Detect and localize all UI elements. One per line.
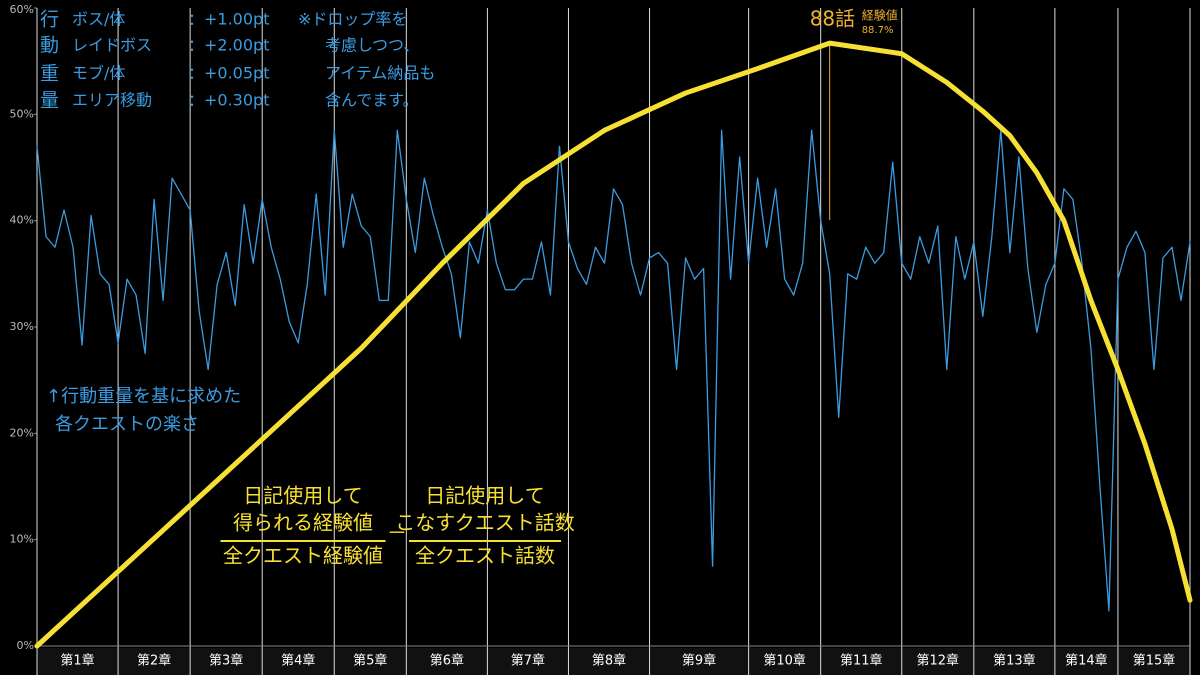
y-tick-label: 30%	[10, 320, 34, 333]
x-tick-label: 第4章	[281, 653, 315, 669]
y-tick-label: 0%	[17, 639, 34, 652]
x-tick-label: 第10章	[763, 653, 806, 669]
x-tick-label: 第15章	[1133, 653, 1176, 669]
note-text: アイテム納品も	[325, 64, 435, 83]
peak-label: 88話	[810, 7, 855, 31]
formula-text: 得られる経験値	[233, 511, 373, 535]
series-line	[34, 40, 1193, 649]
blue-note: 各クエストの楽さ	[55, 414, 199, 435]
x-tick-label: 第12章	[917, 653, 960, 669]
chapter-band	[37, 648, 1190, 675]
weight-text: 重	[40, 63, 59, 85]
weight-text: ボス/体	[72, 10, 125, 29]
series-line	[36, 129, 1191, 612]
weight-text: ：+1.00pt	[188, 10, 269, 29]
weight-text: ：+0.05pt	[188, 64, 269, 83]
weight-text: エリア移動	[72, 91, 152, 110]
y-tick-label: 40%	[10, 214, 34, 227]
weight-text: 動	[40, 35, 59, 57]
x-tick-label: 第9章	[682, 653, 716, 669]
x-tick-label: 第7章	[511, 653, 545, 669]
weight-text: 行	[40, 9, 59, 31]
x-tick-label: 第11章	[840, 653, 883, 669]
note-text: 含んでます。	[325, 91, 419, 110]
y-tick-label: 20%	[10, 426, 34, 439]
formula-text: こなすクエスト話数	[395, 511, 574, 535]
weight-text: モブ/体	[72, 64, 125, 83]
blue-note: ↑行動重量を基に求めた	[46, 386, 241, 407]
formula-text: 日記使用して	[243, 484, 362, 508]
x-tick-label: 第3章	[209, 653, 243, 669]
x-tick-label: 第5章	[353, 653, 387, 669]
formula-text: 日記使用して	[425, 484, 544, 508]
x-tick-label: 第8章	[592, 653, 626, 669]
y-tick-label: 10%	[10, 533, 34, 546]
formula-operator: －	[387, 521, 407, 545]
weight-text: ：+0.30pt	[188, 91, 269, 110]
weight-text: 量	[40, 90, 59, 112]
peak-sub: 経験値	[862, 8, 898, 23]
x-tick-label: 第6章	[430, 653, 464, 669]
x-tick-label: 第2章	[137, 653, 171, 669]
x-tick-label: 第14章	[1065, 653, 1108, 669]
x-tick-label: 第1章	[60, 653, 94, 669]
y-tick-label: 60%	[10, 3, 34, 16]
note-text: 考慮しつつ、	[325, 36, 419, 55]
peak-sub-value: 88.7%	[862, 25, 894, 36]
formula-text: 全クエスト話数	[415, 544, 555, 568]
weight-text: ：+2.00pt	[188, 36, 269, 55]
x-tick-label: 第13章	[993, 653, 1036, 669]
weight-text: レイドボス	[72, 36, 152, 55]
formula-text: 全クエスト経験値	[223, 544, 383, 568]
y-tick-label: 50%	[10, 107, 34, 120]
note-text: ※ドロップ率を	[298, 10, 407, 29]
